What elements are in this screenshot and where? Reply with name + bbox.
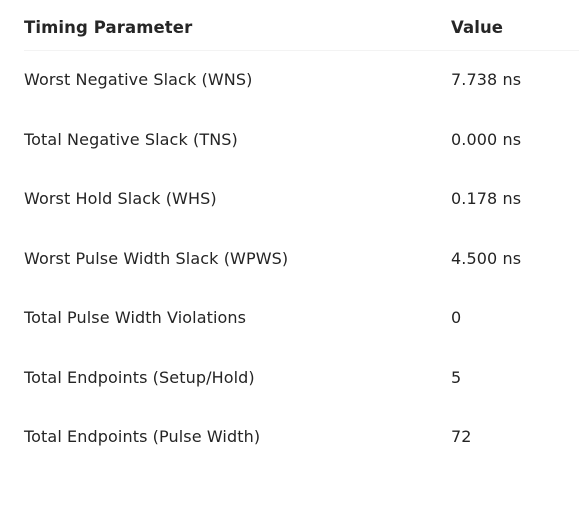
row-value: 5: [451, 367, 462, 387]
row-parameter: Worst Negative Slack (WNS): [24, 70, 253, 89]
header-value: Value: [451, 18, 504, 37]
table-row: Worst Pulse Width Slack (WPWS) 4.500 ns: [24, 230, 579, 290]
row-value: 0.178 ns: [451, 189, 522, 208]
header-timing-parameter: Timing Parameter: [24, 18, 193, 37]
table-row: Total Endpoints (Setup/Hold) 5: [24, 349, 579, 409]
row-parameter: Total Endpoints (Pulse Width): [24, 427, 261, 446]
row-value: 72: [451, 427, 472, 446]
row-value: 4.500 ns: [451, 248, 522, 268]
row-value: 0.000 ns: [451, 129, 522, 149]
row-parameter: Worst Pulse Width Slack (WPWS): [24, 248, 289, 268]
table-row: Total Endpoints (Pulse Width) 72: [24, 408, 579, 468]
table-header: Timing Parameter Value: [24, 0, 579, 51]
timing-summary-table: Timing Parameter Value Worst Negative Sl…: [24, 0, 579, 468]
row-value: 7.738 ns: [451, 70, 522, 89]
table-row: Total Pulse Width Violations 0: [24, 289, 579, 349]
table-row: Total Negative Slack (TNS) 0.000 ns: [24, 111, 579, 171]
table-row: Worst Negative Slack (WNS) 7.738 ns: [24, 51, 579, 111]
row-value: 0: [451, 308, 462, 327]
table-row: Worst Hold Slack (WHS) 0.178 ns: [24, 170, 579, 230]
row-parameter: Worst Hold Slack (WHS): [24, 189, 217, 208]
row-parameter: Total Endpoints (Setup/Hold): [24, 367, 255, 387]
row-parameter: Total Pulse Width Violations: [24, 308, 247, 327]
row-parameter: Total Negative Slack (TNS): [24, 129, 238, 149]
